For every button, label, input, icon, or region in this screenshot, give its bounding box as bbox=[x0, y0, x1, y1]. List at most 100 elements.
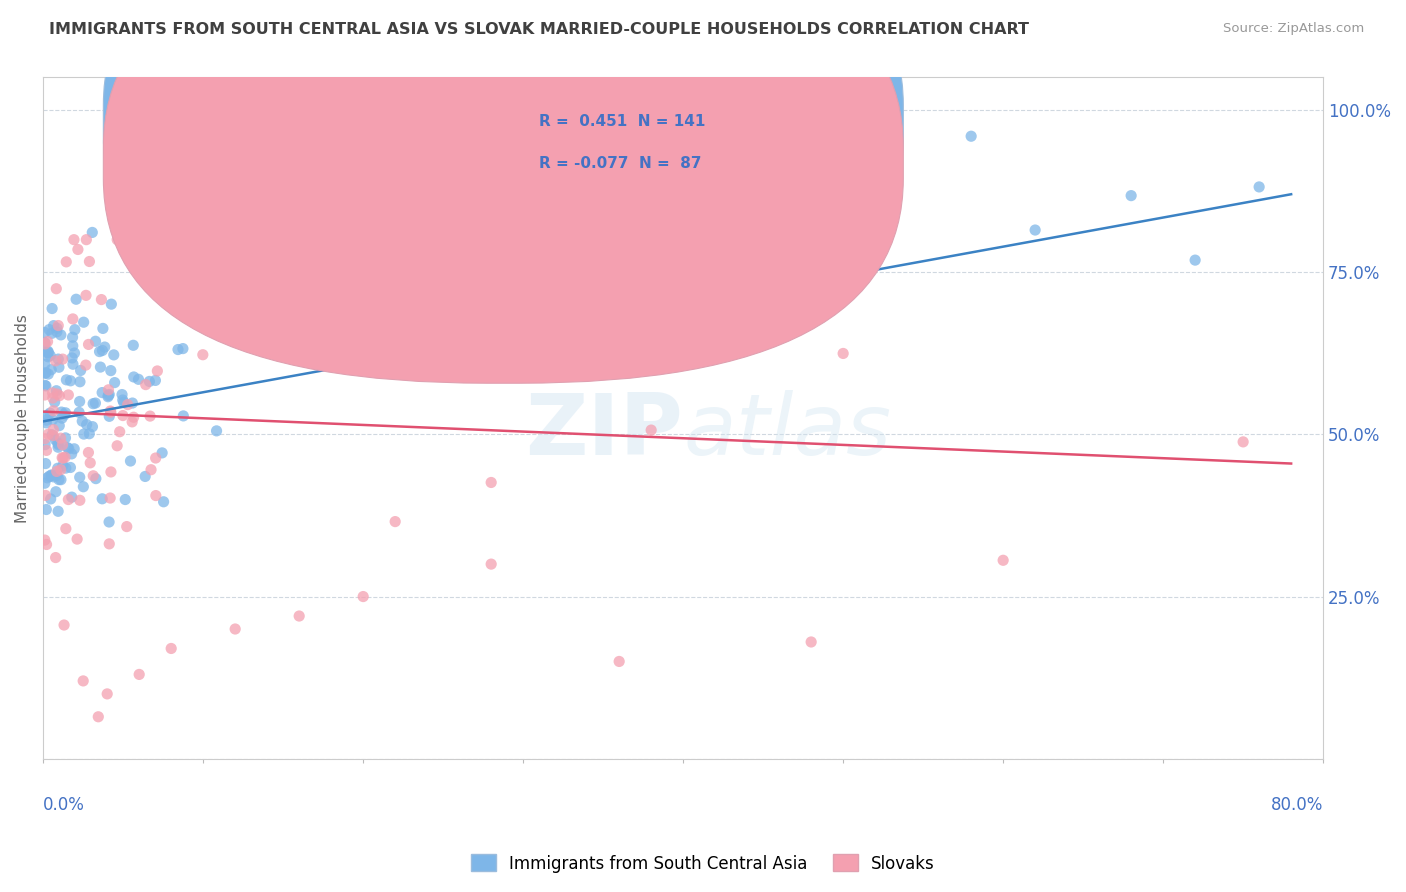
Point bbox=[832, 198, 855, 212]
Point bbox=[98, 387, 121, 401]
Point bbox=[72, 673, 94, 688]
Point bbox=[56, 441, 79, 455]
Point bbox=[1184, 253, 1206, 268]
Point bbox=[1249, 180, 1271, 194]
Point bbox=[45, 465, 67, 479]
Point bbox=[42, 391, 65, 405]
Point bbox=[63, 323, 86, 337]
Point bbox=[800, 635, 823, 649]
Point bbox=[96, 687, 118, 701]
Point bbox=[45, 484, 67, 499]
Point bbox=[49, 463, 72, 477]
Point bbox=[117, 398, 139, 412]
Point bbox=[55, 406, 77, 420]
Point bbox=[35, 379, 58, 393]
Point bbox=[139, 409, 162, 423]
Point bbox=[67, 405, 90, 419]
Point bbox=[205, 424, 228, 438]
Point bbox=[34, 378, 56, 392]
Point bbox=[35, 416, 58, 430]
Point bbox=[48, 389, 70, 403]
Point bbox=[145, 450, 167, 465]
Point bbox=[98, 409, 121, 424]
Point bbox=[271, 233, 294, 247]
Point bbox=[122, 410, 145, 425]
Point bbox=[49, 473, 72, 487]
Point bbox=[73, 315, 96, 329]
Point bbox=[35, 345, 58, 359]
Point bbox=[37, 350, 59, 364]
Point bbox=[49, 327, 72, 342]
Point bbox=[37, 471, 59, 485]
Point bbox=[34, 357, 56, 371]
Point bbox=[91, 385, 114, 400]
Point bbox=[46, 504, 69, 518]
Point bbox=[63, 442, 86, 456]
Point bbox=[544, 200, 567, 214]
Point bbox=[34, 337, 56, 351]
Text: ZIP: ZIP bbox=[526, 390, 683, 474]
Point bbox=[97, 388, 120, 402]
Point bbox=[479, 475, 502, 490]
Point bbox=[34, 488, 56, 502]
Point bbox=[138, 375, 160, 389]
Point bbox=[69, 363, 91, 377]
Point bbox=[45, 282, 67, 296]
Point bbox=[172, 342, 194, 356]
Point bbox=[150, 446, 173, 460]
Point bbox=[112, 395, 135, 409]
Point bbox=[100, 465, 122, 479]
FancyBboxPatch shape bbox=[104, 0, 903, 384]
Point bbox=[271, 315, 294, 329]
Text: IMMIGRANTS FROM SOUTH CENTRAL ASIA VS SLOVAK MARRIED-COUPLE HOUSEHOLDS CORRELATI: IMMIGRANTS FROM SOUTH CENTRAL ASIA VS SL… bbox=[49, 22, 1029, 37]
Point bbox=[1232, 434, 1254, 449]
Text: Source: ZipAtlas.com: Source: ZipAtlas.com bbox=[1223, 22, 1364, 36]
Point bbox=[45, 325, 67, 339]
Point bbox=[1121, 188, 1143, 202]
Point bbox=[46, 387, 69, 401]
Point bbox=[52, 458, 75, 473]
Point bbox=[39, 491, 62, 506]
Point bbox=[121, 415, 143, 429]
Point bbox=[39, 406, 62, 420]
Point bbox=[55, 255, 77, 269]
Point bbox=[105, 233, 128, 247]
Point bbox=[60, 490, 83, 504]
Point bbox=[75, 233, 97, 247]
Point bbox=[288, 609, 311, 624]
Point bbox=[37, 345, 59, 359]
Point bbox=[122, 370, 145, 384]
Point bbox=[79, 254, 101, 268]
Point bbox=[82, 468, 104, 483]
Point bbox=[69, 493, 91, 508]
Point bbox=[55, 373, 77, 387]
Point bbox=[58, 492, 80, 507]
Point bbox=[640, 423, 662, 437]
Point bbox=[145, 373, 167, 387]
Point bbox=[44, 395, 66, 409]
Point bbox=[60, 351, 83, 365]
Point bbox=[35, 413, 58, 427]
Point bbox=[37, 344, 59, 359]
Point bbox=[46, 468, 69, 483]
Point bbox=[35, 366, 58, 380]
Point bbox=[34, 437, 56, 451]
Point bbox=[42, 412, 65, 426]
Point bbox=[321, 192, 343, 206]
Point bbox=[146, 364, 169, 378]
Point bbox=[100, 405, 122, 419]
Point bbox=[42, 318, 65, 333]
Point bbox=[51, 450, 73, 465]
Point bbox=[832, 346, 855, 360]
Point bbox=[48, 473, 70, 487]
Point bbox=[100, 364, 122, 378]
Point bbox=[76, 417, 98, 432]
Point bbox=[960, 129, 983, 144]
Point bbox=[52, 451, 75, 466]
Point bbox=[53, 408, 76, 422]
Point bbox=[91, 491, 114, 506]
Point bbox=[108, 425, 131, 439]
Point bbox=[152, 495, 174, 509]
Text: R = -0.077  N =  87: R = -0.077 N = 87 bbox=[538, 155, 702, 170]
Point bbox=[139, 463, 162, 477]
